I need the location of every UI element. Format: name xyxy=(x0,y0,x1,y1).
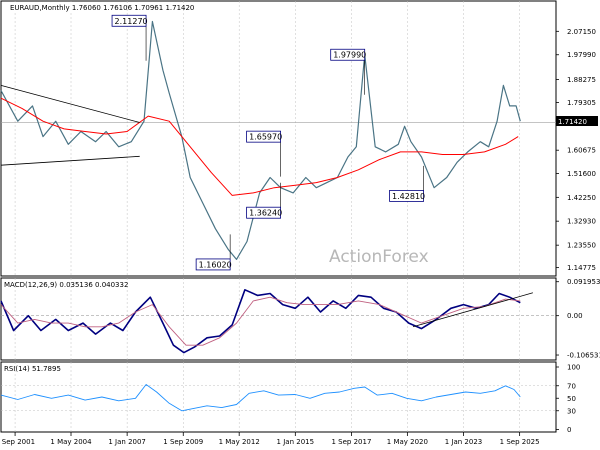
rsi-rsi-line-0 xyxy=(0,384,521,412)
current-price-tag xyxy=(556,116,598,126)
y-tick-label: 2.07150 xyxy=(567,28,596,36)
rsi-series-group xyxy=(0,384,521,412)
chart-title: EURAUD,Monthly 1.76060 1.76106 1.70961 1… xyxy=(10,4,194,12)
annotation-box xyxy=(195,258,231,271)
y-tick-label: 50 xyxy=(567,395,576,403)
y-tick-label: 1.79305 xyxy=(567,99,596,107)
x-tick-label: 1 Jan 2015 xyxy=(277,438,315,446)
y-tick-label: 70 xyxy=(567,382,576,390)
y-tick-label: 0.00 xyxy=(567,312,583,320)
y-tick-label: -0.106531 xyxy=(567,352,600,360)
annotation-label: 1.97990 xyxy=(333,51,366,60)
macd-axis-ticks: 0.091953 0.00 -0.106531 xyxy=(556,278,600,360)
y-tick-label: 1.32930 xyxy=(567,218,596,226)
x-tick-label: 1 Sep 2009 xyxy=(163,438,203,446)
x-tick-label: 1 Jan 2023 xyxy=(445,438,483,446)
y-tick-label: 1.23550 xyxy=(567,242,596,250)
y-tick-label: 30 xyxy=(567,407,576,415)
x-tick-label: 1 May 2020 xyxy=(387,438,428,446)
annotation-box xyxy=(111,14,147,27)
y-tick-label: 0.091953 xyxy=(567,278,600,286)
macd-macd-line-0 xyxy=(0,288,521,354)
price-moving-average-line-1 xyxy=(0,97,519,196)
rsi-gridlines xyxy=(1,362,556,432)
x-tick-label: 1 Jan 2007 xyxy=(108,438,146,446)
x-tick-label: 1 May 2012 xyxy=(219,438,260,446)
price-panel: ActionForex 2.11270 1.97990 1.65970 1.36240… xyxy=(0,0,598,277)
macd-series-group xyxy=(0,288,534,354)
rsi-title: RSI(14) 51.7895 xyxy=(4,365,61,373)
y-tick-label: 1.60675 xyxy=(567,147,596,155)
y-tick-label: 0 xyxy=(567,426,571,434)
y-tick-label: 1.51600 xyxy=(567,170,596,178)
rsi-panel-frame xyxy=(0,361,557,433)
current-price-label: 1.71420 xyxy=(558,118,587,126)
price-trendline-line-3 xyxy=(0,155,140,166)
annotation-box xyxy=(246,206,282,219)
annotation-label: 2.11270 xyxy=(115,17,148,26)
annotation-label: 1.42810 xyxy=(392,192,425,201)
x-tick-label: 1 Sep 2025 xyxy=(500,438,540,446)
price-gridlines xyxy=(1,1,556,276)
rsi-axis-ticks: 100 70 50 30 0 xyxy=(556,364,580,434)
x-tick-label: 1 Sep 2001 xyxy=(0,438,35,446)
y-tick-label: 1.14775 xyxy=(567,264,596,272)
symbol-label: EURAUD,Monthly xyxy=(10,4,70,12)
x-axis-ticks: 1 Sep 2001 1 May 2004 1 Jan 2007 1 Sep 2009… xyxy=(0,432,540,446)
macd-panel: 0.091953 0.00 -0.106531 MACD(12,26,9) 0.03… xyxy=(0,277,600,361)
annotation-box xyxy=(330,48,366,61)
price-series-group xyxy=(0,20,521,260)
price-annotations: 2.11270 1.97990 1.65970 1.36240 1.16020 1.428… xyxy=(111,14,425,271)
price-trendline-line-2 xyxy=(0,85,140,123)
y-tick-label: 1.42250 xyxy=(567,194,596,202)
watermark: ActionForex xyxy=(329,247,429,267)
x-tick-label: 1 Sep 2017 xyxy=(331,438,371,446)
y-tick-label: 100 xyxy=(567,364,580,372)
price-axis-ticks: 2.07150 1.97990 1.88275 1.79305 1.60675 1.516… xyxy=(556,28,596,272)
y-tick-label: 1.97990 xyxy=(567,51,596,59)
annotation-label: 1.65970 xyxy=(249,133,282,142)
macd-panel-frame xyxy=(0,277,557,361)
annotation-box xyxy=(246,130,282,143)
macd-title: MACD(12,26,9) 0.035136 0.040332 xyxy=(4,281,128,289)
annotation-box xyxy=(389,190,424,202)
y-tick-label: 1.88275 xyxy=(567,76,596,84)
rsi-panel: 100 70 50 30 0 RSI(14) 51.7895 xyxy=(0,361,580,434)
ohlc-values: 1.76060 1.76106 1.70961 1.71420 xyxy=(72,4,194,12)
price-title-bg xyxy=(6,2,118,13)
annotation-label: 1.16020 xyxy=(199,260,232,269)
macd-trendline-line-2 xyxy=(412,292,534,328)
x-tick-label: 1 May 2004 xyxy=(50,438,92,446)
macd-signal-line-1 xyxy=(0,296,521,346)
annotation-label: 1.36240 xyxy=(249,209,282,218)
